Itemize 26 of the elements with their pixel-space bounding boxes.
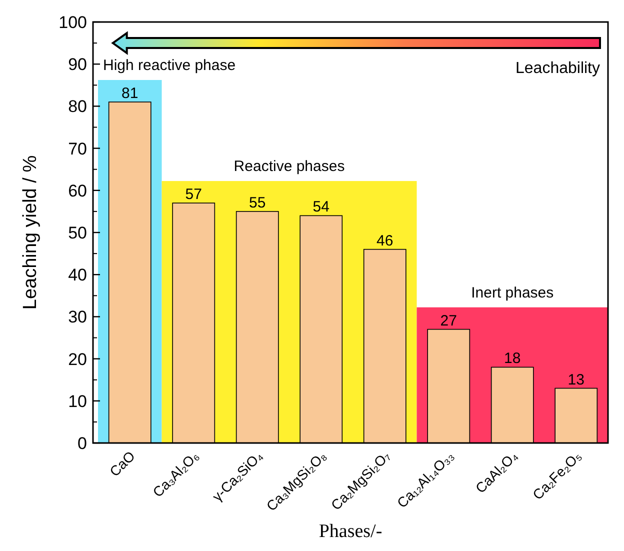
x-tick-label: CaO xyxy=(106,448,138,480)
annotation: Leachability xyxy=(516,60,600,78)
y-tick-label: 20 xyxy=(68,350,87,369)
data-label: 54 xyxy=(312,198,330,216)
x-axis-title: Phases/- xyxy=(318,521,382,542)
band-label: Inert phases xyxy=(471,284,554,302)
y-tick-label: 90 xyxy=(68,55,87,74)
data-label: 55 xyxy=(249,194,266,212)
data-label: 27 xyxy=(440,312,457,330)
y-tick-label: 60 xyxy=(68,181,87,200)
data-label: 13 xyxy=(568,371,584,388)
band-label: High reactive phase xyxy=(103,56,236,74)
y-tick-label: 10 xyxy=(68,392,87,411)
y-tick-label: 100 xyxy=(58,13,87,32)
data-label: 57 xyxy=(185,186,202,204)
data-label: 81 xyxy=(122,84,138,102)
y-tick-label: 0 xyxy=(78,434,87,453)
y-tick-label: 70 xyxy=(68,139,87,158)
data-label: 18 xyxy=(504,350,521,368)
y-axis-title: Leaching yield / % xyxy=(20,155,41,310)
band-label: Reactive phases xyxy=(234,158,345,176)
y-tick-label: 50 xyxy=(68,224,87,242)
y-tick-label: 40 xyxy=(68,266,87,285)
y-tick-label: 80 xyxy=(68,97,87,116)
y-tick-label: 30 xyxy=(68,308,87,327)
data-label: 46 xyxy=(376,232,394,250)
